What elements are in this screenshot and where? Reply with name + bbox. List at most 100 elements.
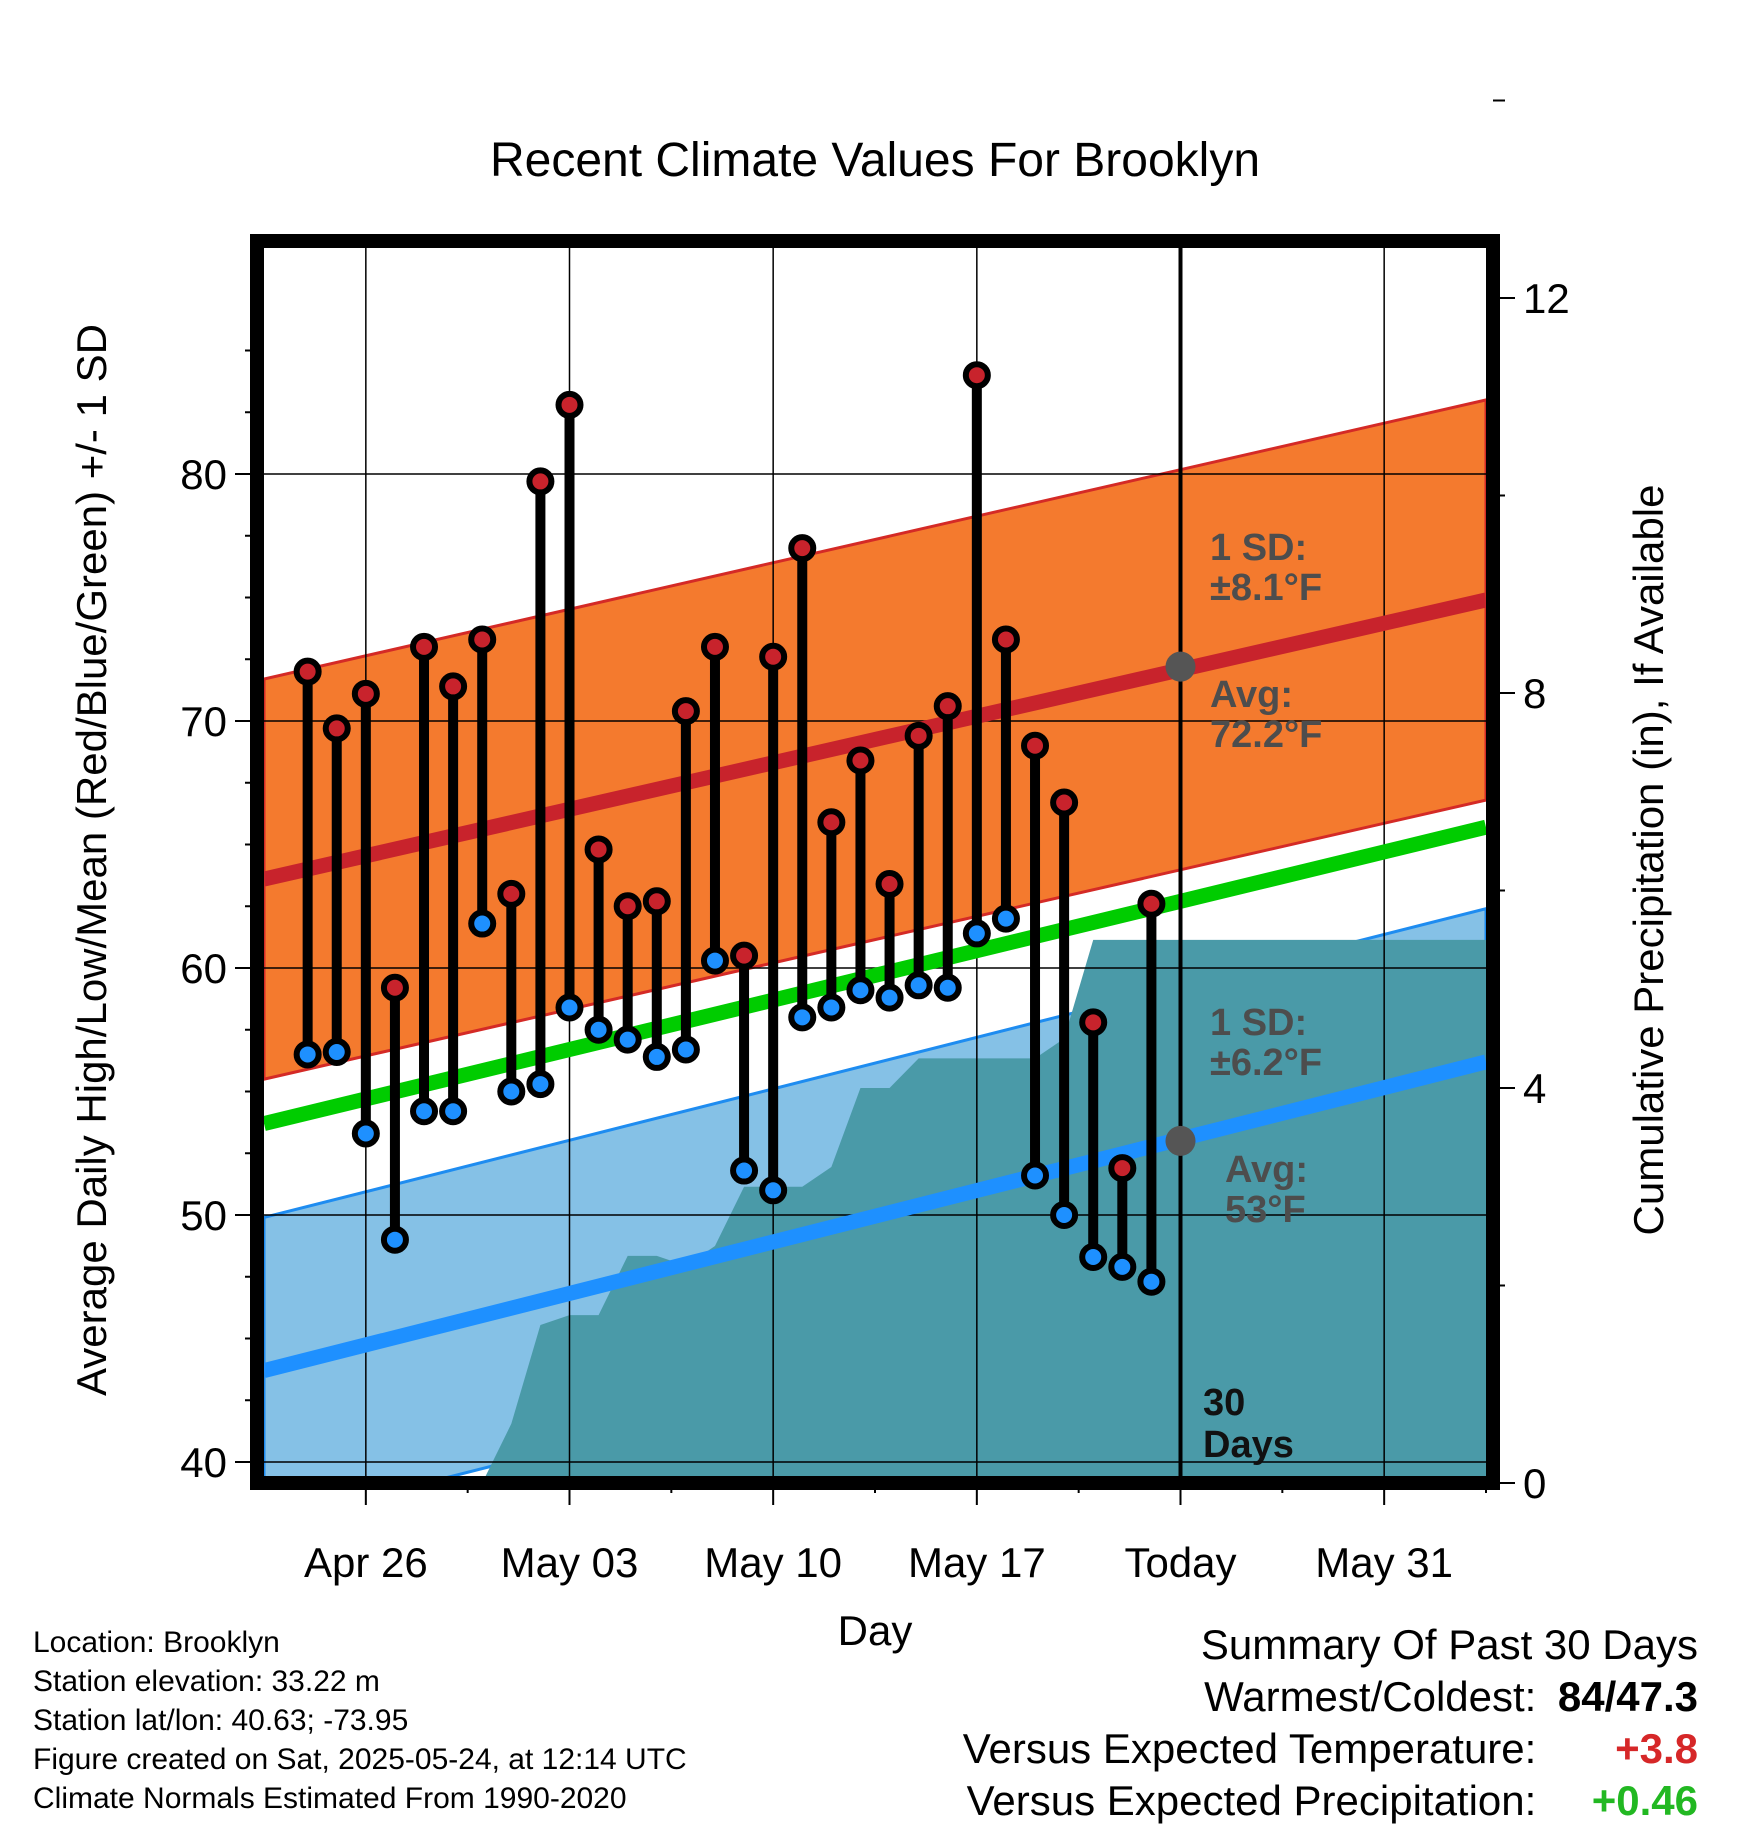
low-point xyxy=(497,1077,526,1106)
low-sd-label: 1 SD: xyxy=(1210,1002,1307,1044)
high-point xyxy=(875,870,904,899)
annotation-period: 30 Days xyxy=(1203,1382,1294,1466)
info-latlon: Station lat/lon: 40.63; -73.95 xyxy=(33,1704,409,1737)
y-right-tick-label: 8 xyxy=(1523,670,1546,717)
y-right-tick-label: 0 xyxy=(1523,1460,1546,1507)
low-avg-marker xyxy=(1165,1125,1196,1156)
summary-temp: Versus Expected Temperature: +3.8 xyxy=(938,1723,1698,1775)
high-point xyxy=(1137,889,1166,918)
low-point xyxy=(410,1097,439,1126)
precip-label: Versus Expected Precipitation: xyxy=(966,1777,1537,1824)
high-point xyxy=(904,721,933,750)
high-point xyxy=(555,390,584,419)
y-right-tick-label: 4 xyxy=(1523,1065,1546,1112)
low-point xyxy=(788,1003,817,1032)
info-location: Location: Brooklyn xyxy=(33,1626,280,1659)
low-point xyxy=(555,993,584,1022)
temp-value: +3.8 xyxy=(1615,1725,1698,1772)
x-tick-label: May 03 xyxy=(501,1539,639,1586)
x-tick-label: May 10 xyxy=(704,1539,842,1586)
low-point xyxy=(642,1042,671,1071)
low-point xyxy=(1137,1267,1166,1296)
x-tick-label: Today xyxy=(1124,1539,1236,1586)
y-tick-label: 60 xyxy=(180,945,227,992)
low-point xyxy=(875,983,904,1012)
low-point xyxy=(759,1176,788,1205)
high-point xyxy=(730,941,759,970)
precipitation-area xyxy=(482,939,1486,1476)
low-point xyxy=(700,946,729,975)
summary-precip: Versus Expected Precipitation: +0.46 xyxy=(938,1775,1698,1827)
high-point xyxy=(613,892,642,921)
low-point xyxy=(1079,1242,1108,1271)
y-axis-label-right: Cumulative Precipitation (in), If Availa… xyxy=(1625,485,1672,1236)
x-axis-label: Day xyxy=(838,1607,913,1654)
high-sd-value: ±8.1°F xyxy=(1210,567,1322,609)
high-point xyxy=(759,642,788,671)
chart-title: Recent Climate Values For Brooklyn xyxy=(490,134,1260,187)
high-avg-label: Avg: xyxy=(1210,674,1293,716)
high-normal-line xyxy=(264,592,1486,887)
period-count: 30 xyxy=(1203,1382,1245,1424)
high-point xyxy=(584,835,613,864)
high-point xyxy=(468,625,497,654)
high-point xyxy=(351,679,380,708)
high-avg-value: 72.2°F xyxy=(1210,714,1322,756)
info-elevation: Station elevation: 33.22 m xyxy=(33,1665,380,1698)
high-point xyxy=(933,692,962,721)
annotation-low-avg: Avg: 53°F xyxy=(1225,1149,1308,1231)
low-point xyxy=(933,973,962,1002)
high-point xyxy=(439,672,468,701)
annotation-high-avg: Avg: 72.2°F xyxy=(1210,674,1322,756)
high-point xyxy=(671,697,700,726)
y-tick-label: 80 xyxy=(180,451,227,498)
y-tick-label: 70 xyxy=(180,698,227,745)
high-point xyxy=(526,467,555,496)
low-avg-value: 53°F xyxy=(1225,1189,1306,1231)
low-point xyxy=(1050,1201,1079,1229)
annotation-high-sd: 1 SD: ±8.1°F xyxy=(1210,527,1322,609)
low-point xyxy=(730,1156,759,1185)
summary-title: Summary Of Past 30 Days xyxy=(1200,1621,1698,1668)
high-point xyxy=(642,887,671,916)
high-point xyxy=(410,632,439,661)
period-unit: Days xyxy=(1203,1424,1294,1466)
y-right-tick-label: 12 xyxy=(1523,275,1570,322)
mean-normal-line xyxy=(264,819,1486,1131)
temp-label: Versus Expected Temperature: xyxy=(962,1725,1537,1772)
high-point xyxy=(1079,1008,1108,1037)
info-normals: Climate Normals Estimated From 1990-2020 xyxy=(33,1782,627,1815)
low-point xyxy=(1021,1161,1050,1190)
high-sd-label: 1 SD: xyxy=(1210,527,1307,569)
station-info: Location: Brooklyn Station elevation: 33… xyxy=(33,1623,687,1818)
summary-panel: Summary Of Past 30 Days Warmest/Coldest:… xyxy=(938,1619,1698,1827)
low-sd-value: ±6.2°F xyxy=(1210,1042,1322,1084)
y-tick-label: 50 xyxy=(180,1192,227,1239)
high-point xyxy=(497,879,526,908)
low-point xyxy=(846,976,875,1005)
x-tick-label: Apr 26 xyxy=(304,1539,428,1586)
warm-cold-value: 84/47.3 xyxy=(1557,1673,1698,1720)
high-point xyxy=(788,534,817,563)
y-axis-label-left: Average Daily High/Low/Mean (Red/Blue/Gr… xyxy=(68,324,115,1396)
low-point xyxy=(671,1035,700,1064)
low-point xyxy=(904,971,933,1000)
low-point xyxy=(468,909,497,938)
low-point xyxy=(439,1097,468,1126)
low-avg-label: Avg: xyxy=(1225,1149,1308,1191)
low-point xyxy=(613,1025,642,1054)
high-point xyxy=(991,625,1020,654)
plot-area xyxy=(264,248,1486,1476)
low-point xyxy=(1108,1252,1137,1281)
axis-ticks: 40 50 60 70 80 0 4 8 12 Apr 26 May 03 May 10 May 17 T… xyxy=(180,99,1570,1586)
annotation-low-sd: 1 SD: ±6.2°F xyxy=(1210,1002,1322,1084)
low-normal-line xyxy=(264,1054,1486,1378)
y-tick-label: 40 xyxy=(180,1439,227,1486)
low-point xyxy=(526,1070,555,1099)
high-point xyxy=(322,714,351,743)
high-avg-marker xyxy=(1165,651,1196,682)
low-point xyxy=(380,1225,409,1254)
x-tick-label: May 31 xyxy=(1315,1539,1453,1586)
low-point xyxy=(293,1040,322,1069)
summary-warm-cold: Warmest/Coldest: 84/47.3 xyxy=(938,1671,1698,1723)
